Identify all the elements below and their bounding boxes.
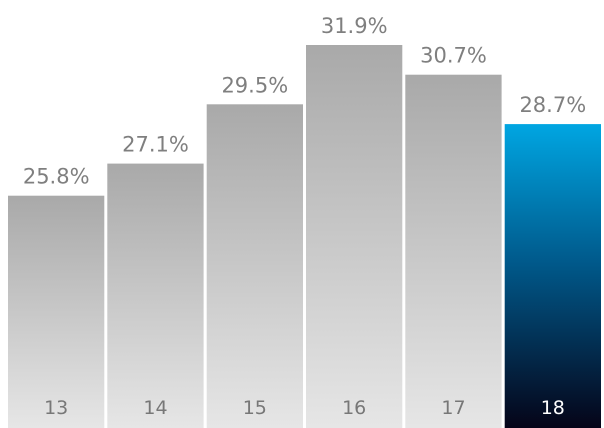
value-labels-group: 25.8% 27.1% 29.5% 31.9% 30.7% 28.7% [23, 14, 586, 189]
category-label-16: 16 [342, 397, 366, 419]
bar-17 [405, 74, 502, 428]
category-label-15: 15 [243, 397, 267, 419]
bar-13 [8, 195, 105, 428]
bars-group [8, 45, 601, 428]
bar-18 [504, 124, 601, 428]
bar-15 [206, 104, 303, 428]
category-label-13: 13 [44, 397, 68, 419]
value-label-18: 28.7% [519, 93, 586, 117]
value-label-14: 27.1% [122, 133, 189, 157]
value-label-15: 29.5% [221, 73, 288, 97]
bar-16 [306, 45, 403, 428]
category-labels-group: 13 14 15 16 17 18 [44, 397, 565, 419]
bar-14 [107, 163, 204, 428]
value-label-13: 25.8% [23, 165, 90, 189]
value-label-17: 30.7% [420, 44, 487, 68]
category-label-18: 18 [541, 397, 565, 419]
value-label-16: 31.9% [321, 14, 388, 38]
category-label-17: 17 [441, 397, 465, 419]
category-label-14: 14 [143, 397, 167, 419]
